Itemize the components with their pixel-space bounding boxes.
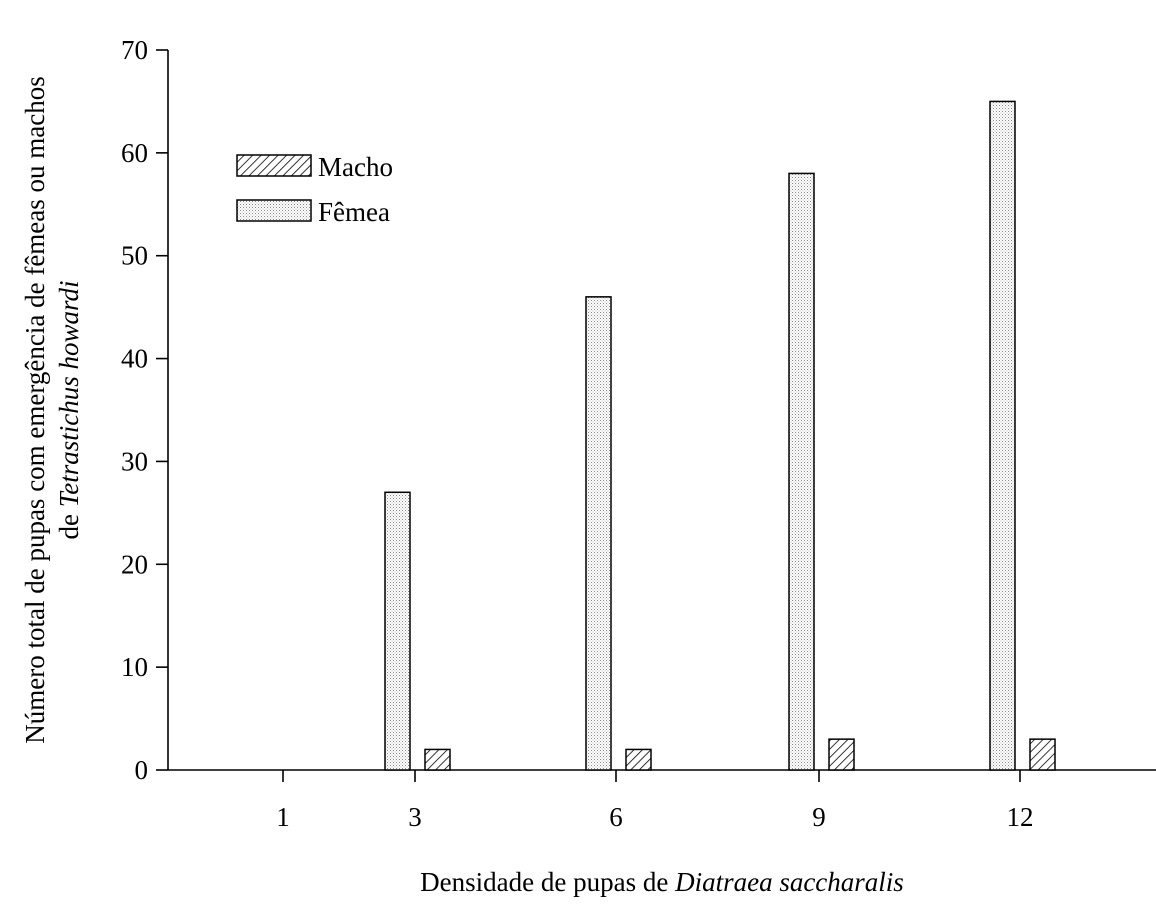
y-tick-label: 20: [121, 549, 148, 579]
bars: [384, 100, 1056, 771]
bar-macho: [625, 748, 652, 771]
x-axis-title-italic: Diatraea saccharalis: [674, 867, 904, 897]
tick-labels: 0 10 20 30 40 50 60 70 1 3 6 9 12: [121, 35, 1034, 832]
x-tick-label: 6: [609, 802, 623, 832]
y-tick-label: 50: [121, 241, 148, 271]
bar-macho: [424, 748, 451, 771]
bar-femea: [384, 491, 411, 771]
y-tick-label: 40: [121, 344, 148, 374]
y-tick-label: 60: [121, 138, 148, 168]
x-tick-label: 1: [276, 802, 290, 832]
x-tick-label: 9: [812, 802, 826, 832]
y-tick-label: 0: [135, 755, 149, 785]
bar-macho: [828, 738, 855, 771]
legend-swatch-femea: [236, 199, 312, 222]
x-axis-title: Densidade de pupas de Diatraea saccharal…: [420, 867, 904, 897]
bar-femea: [788, 172, 815, 771]
y-tick-label: 10: [121, 652, 148, 682]
bar-femea: [989, 100, 1016, 771]
bar-macho: [1029, 738, 1056, 771]
y-axis-title-line2: de Tetrastichus howardi: [54, 280, 84, 539]
x-tick-label: 12: [1007, 802, 1034, 832]
legend-label-femea: Fêmea: [318, 197, 390, 227]
bar-femea: [585, 296, 612, 771]
y-tick-label: 70: [121, 35, 148, 65]
y-axis-title-line1: Número total de pupas com emergência de …: [20, 76, 50, 744]
y-axis-title-line2-plain: de: [54, 507, 84, 539]
y-axis-title-line2-italic: Tetrastichus howardi: [54, 280, 84, 507]
legend-swatch-macho: [236, 154, 312, 177]
legend: Macho Fêmea: [236, 152, 393, 227]
y-axis-title: Número total de pupas com emergência de …: [20, 76, 84, 744]
x-tick-label: 3: [408, 802, 422, 832]
legend-label-macho: Macho: [318, 152, 393, 182]
x-axis-title-plain: Densidade de pupas de: [420, 867, 675, 897]
y-tick-label: 30: [121, 446, 148, 476]
